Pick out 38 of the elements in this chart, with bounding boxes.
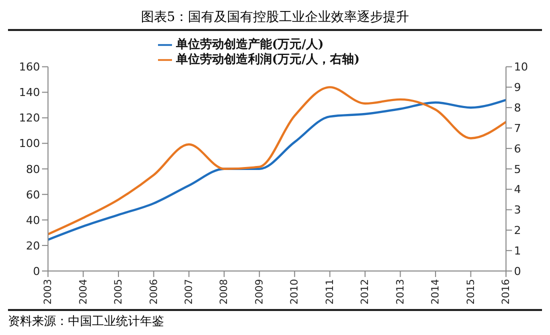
y2-tick-label: 8 — [514, 102, 521, 115]
x-tick-label: 2015 — [466, 279, 477, 304]
y2-tick-label: 6 — [514, 142, 521, 156]
y2-tick-label: 1 — [514, 244, 521, 258]
x-tick-label: 2004 — [78, 279, 90, 304]
chart-title: 图表5：国有及国有控股工业企业效率逐步提升 — [8, 8, 542, 31]
x-tick-label: 2014 — [430, 279, 442, 304]
y2-tick-label: 3 — [514, 204, 521, 217]
y2-tick-label: 9 — [514, 81, 521, 94]
y-tick-label: 0 — [33, 264, 40, 278]
legend-label: 单位劳动创造利润(万元/人，右轴) — [176, 52, 360, 66]
x-tick-label: 2009 — [254, 279, 266, 304]
text: 资料来源：中国工业统计年鉴 — [8, 313, 165, 330]
x-tick-label: 2012 — [360, 279, 372, 304]
y-tick-label: 60 — [26, 188, 40, 202]
y2-tick-label: 7 — [514, 122, 521, 135]
x-tick-label: 2008 — [219, 279, 230, 304]
x-tick-label: 2003 — [43, 279, 54, 304]
x-tick-label: 2005 — [114, 279, 125, 304]
y2-tick-label: 5 — [514, 162, 521, 176]
y-tick-label: 80 — [26, 162, 40, 176]
x-tick-label: 2013 — [395, 279, 406, 304]
y-tick-label: 100 — [19, 137, 40, 150]
y-tick-label: 140 — [19, 86, 40, 100]
y-tick-label: 160 — [19, 60, 40, 74]
x-tick-label: 2016 — [501, 279, 512, 304]
x-tick-label: 2011 — [324, 279, 336, 304]
legend-label: 单位劳动创造产能(万元/人) — [176, 37, 324, 51]
y2-tick-label: 0 — [514, 264, 521, 278]
y2-tick-label: 4 — [514, 183, 521, 196]
y-tick-label: 120 — [19, 112, 40, 125]
y-tick-label: 40 — [26, 214, 40, 227]
x-tick-label: 2007 — [184, 279, 196, 304]
x-tick-label: 2006 — [148, 279, 160, 304]
y-tick-label: 20 — [26, 239, 40, 252]
y2-tick-label: 2 — [514, 224, 521, 238]
y2-tick-label: 10 — [514, 60, 528, 74]
x-tick-label: 2010 — [290, 279, 301, 304]
